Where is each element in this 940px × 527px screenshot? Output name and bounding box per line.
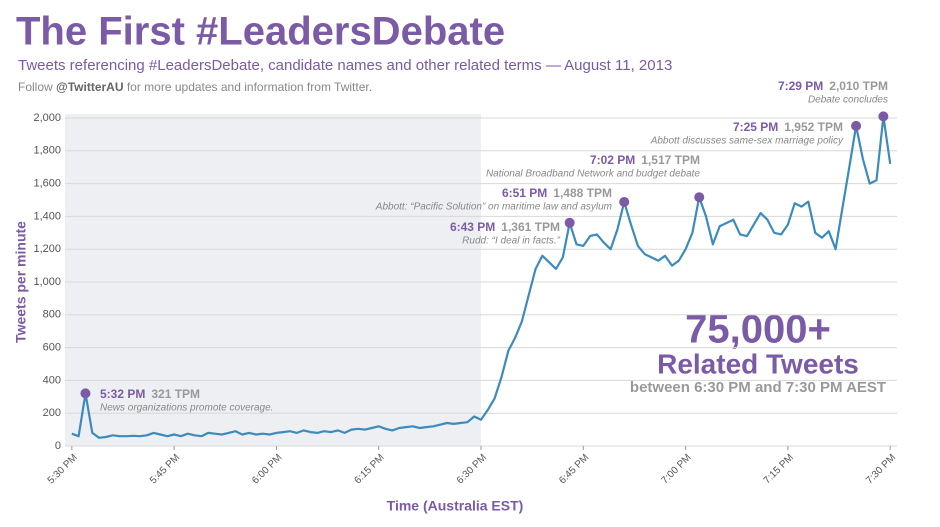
x-tick-label: 7:00 PM xyxy=(659,452,693,486)
callout-number: 75,000+ xyxy=(685,308,831,352)
y-tick-label: 2,000 xyxy=(33,112,61,124)
annotation-label: 7:29 PM 2,010 TPM xyxy=(778,79,888,93)
y-tick-label: 600 xyxy=(43,342,61,354)
annotation-note: Rudd: “I deal in facts.” xyxy=(462,236,560,247)
annotation-value: 1,517 TPM xyxy=(641,153,700,167)
annotation-time: 7:29 PM xyxy=(778,79,823,93)
follow-text: Follow xyxy=(18,80,56,94)
peak-marker xyxy=(80,388,91,399)
annotation-note: News organizations promote coverage. xyxy=(100,403,273,414)
annotation-value: 1,361 TPM xyxy=(501,220,560,234)
y-tick-label: 1,600 xyxy=(33,178,61,190)
peak-marker xyxy=(564,217,575,228)
x-tick-label: 7:30 PM xyxy=(864,452,898,486)
y-tick-label: 400 xyxy=(43,374,61,386)
y-tick-label: 1,000 xyxy=(33,276,61,288)
peak-marker xyxy=(851,120,862,131)
chart-subtitle: Tweets referencing #LeadersDebate, candi… xyxy=(18,57,672,74)
x-tick-label: 6:30 PM xyxy=(455,452,489,486)
annotation-note: Abbott: “Pacific Solution” on maritime l… xyxy=(375,202,612,213)
annotation-time: 7:25 PM xyxy=(733,120,778,134)
x-tick-label: 5:30 PM xyxy=(46,452,80,486)
annotation-value: 1,952 TPM xyxy=(784,120,843,134)
peak-marker xyxy=(619,196,630,207)
follow-handle: @TwitterAU xyxy=(56,80,123,94)
x-tick-label: 5:45 PM xyxy=(148,452,182,486)
annotation-label: 7:25 PM 1,952 TPM xyxy=(733,120,843,134)
peak-marker xyxy=(878,111,889,122)
annotation-value: 321 TPM xyxy=(151,387,200,401)
annotation-time: 6:43 PM xyxy=(450,220,495,234)
annotation-value: 2,010 TPM xyxy=(829,79,888,93)
y-axis-title: Tweets per minute xyxy=(13,221,29,343)
annotation-note: Debate concludes xyxy=(808,95,888,106)
annotation-note: Abbott discusses same-sex marriage polic… xyxy=(650,136,844,147)
callout-label: Related Tweets xyxy=(657,348,859,379)
x-tick-label: 6:00 PM xyxy=(250,452,284,486)
x-tick-label: 6:45 PM xyxy=(557,452,591,486)
peak-marker xyxy=(694,192,705,203)
y-tick-label: 1,200 xyxy=(33,243,61,255)
x-tick-label: 6:15 PM xyxy=(353,452,387,486)
y-tick-label: 200 xyxy=(43,407,61,419)
pre-debate-shade xyxy=(65,114,481,446)
annotation-label: 6:51 PM 1,488 TPM xyxy=(502,186,612,200)
follow-note: Follow @TwitterAU for more updates and i… xyxy=(18,80,372,94)
annotation-label: 5:32 PM 321 TPM xyxy=(100,387,200,401)
annotation-time: 6:51 PM xyxy=(502,186,547,200)
series-line xyxy=(71,115,892,439)
y-tick-label: 1,800 xyxy=(33,145,61,157)
annotation-time: 5:32 PM xyxy=(100,387,145,401)
y-tick-label: 800 xyxy=(43,309,61,321)
y-tick-label: 0 xyxy=(55,440,61,452)
annotation-value: 1,488 TPM xyxy=(553,186,612,200)
annotation-label: 7:02 PM 1,517 TPM xyxy=(590,153,700,167)
follow-text: for more updates and information from Tw… xyxy=(124,80,373,94)
annotation-time: 7:02 PM xyxy=(590,153,635,167)
annotation-note: National Broadband Network and budget de… xyxy=(486,169,700,180)
y-tick-label: 1,400 xyxy=(33,210,61,222)
chart-title: The First #LeadersDebate xyxy=(16,10,505,54)
callout-note: between 6:30 PM and 7:30 PM AEST xyxy=(630,379,886,396)
x-tick-label: 7:15 PM xyxy=(762,452,796,486)
annotation-label: 6:43 PM 1,361 TPM xyxy=(450,220,560,234)
x-axis-title: Time (Australia EST) xyxy=(387,498,524,514)
